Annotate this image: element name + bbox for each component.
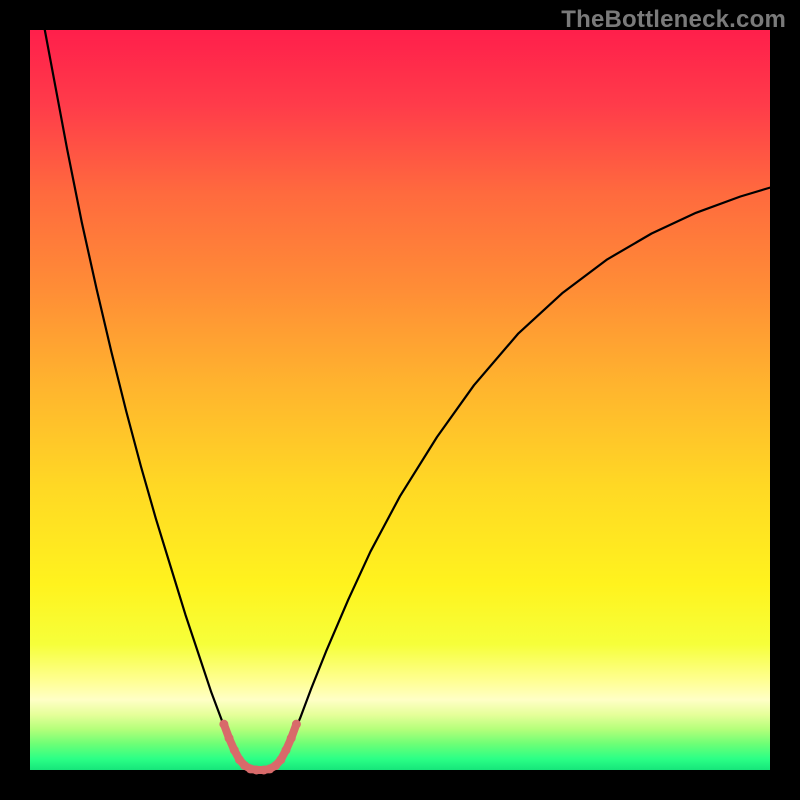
valley-marker-dot — [276, 755, 285, 764]
watermark-label: TheBottleneck.com — [561, 6, 786, 34]
valley-marker-dot — [282, 746, 291, 755]
valley-marker-dot — [230, 746, 239, 755]
bottleneck-chart — [0, 0, 800, 800]
valley-marker-dot — [292, 720, 301, 729]
valley-marker-dot — [287, 734, 296, 743]
valley-marker-dot — [225, 734, 234, 743]
chart-background-gradient — [30, 30, 770, 770]
valley-marker-dot — [219, 720, 228, 729]
